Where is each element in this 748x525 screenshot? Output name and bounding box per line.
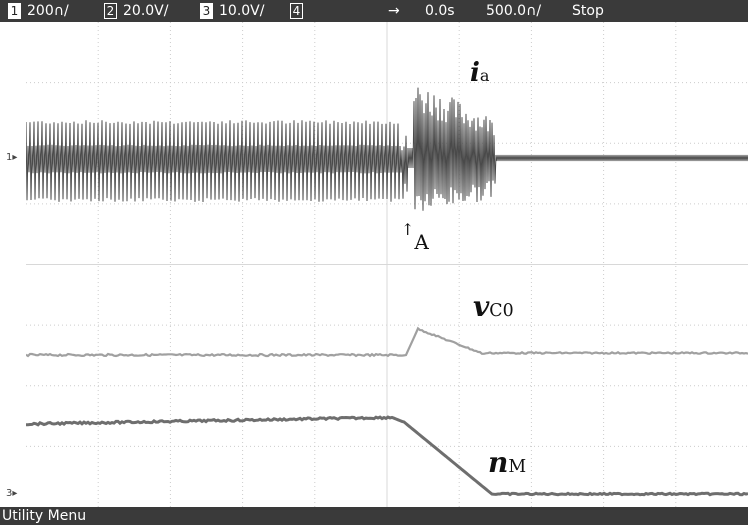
channel-1-ground-marker[interactable]: 1▸ (6, 152, 18, 163)
label-ia: ia (470, 58, 490, 88)
label-nm: nM (488, 446, 527, 479)
waveform-display (26, 22, 748, 507)
trigger-arrow-icon: → (388, 3, 400, 19)
timebase-scale[interactable]: 500.0∩/ (486, 3, 542, 19)
label-point-a: ↑A (401, 220, 429, 254)
time-delay[interactable]: 0.0s (425, 3, 455, 19)
trace-nm (26, 415, 748, 497)
channel-3-ground-marker[interactable]: 3▸ (6, 488, 18, 499)
channel-1-setting[interactable]: 1 200∩/ (8, 2, 69, 20)
channel-3-scale: 10.0V/ (219, 3, 265, 19)
trace-ia (26, 87, 748, 211)
channel-2-setting[interactable]: 2 20.0V/ (104, 2, 168, 20)
waveform-canvas (26, 22, 748, 507)
status-bar: 1 200∩/ 2 20.0V/ 3 10.0V/ 4 → 0.0s 500.0∩/ … (0, 0, 748, 22)
channel-1-scale: 200∩/ (27, 3, 69, 19)
channel-3-indicator: 3 (200, 3, 213, 19)
channel-4-setting[interactable]: 4 (290, 2, 309, 20)
channel-2-indicator: 2 (104, 3, 117, 19)
channel-3-setting[interactable]: 3 10.0V/ (200, 2, 264, 20)
channel-4-indicator: 4 (290, 3, 303, 19)
menu-bar[interactable]: Utility Menu (0, 507, 748, 525)
channel-2-scale: 20.0V/ (123, 3, 169, 19)
channel-markers: 1▸ 3▸ (0, 22, 26, 507)
trace-vc0 (26, 326, 748, 358)
run-stop-status[interactable]: Stop (572, 3, 604, 19)
utility-menu-label: Utility Menu (2, 508, 87, 524)
graticule (26, 22, 748, 507)
label-vc0: vC0 (473, 290, 514, 323)
channel-1-indicator: 1 (8, 3, 21, 19)
up-arrow-icon: ↑ (401, 220, 415, 239)
